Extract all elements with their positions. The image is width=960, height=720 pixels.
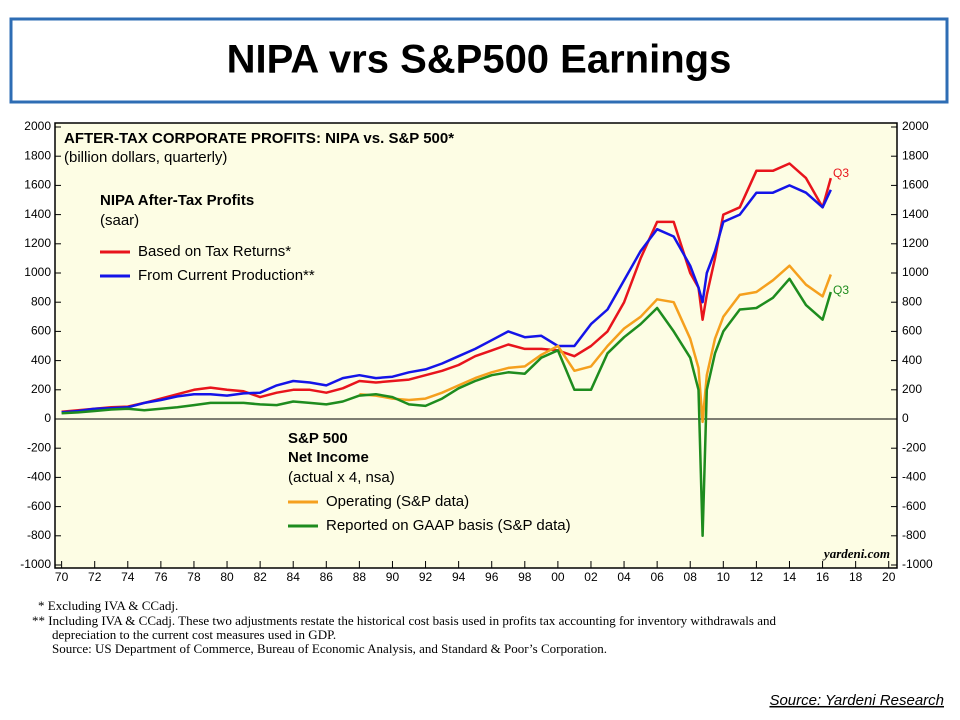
slide-title: NIPA vrs S&P500 Earnings <box>227 38 732 82</box>
x-tick-label: 74 <box>121 570 135 584</box>
series-line <box>61 277 832 538</box>
x-tick-label: 76 <box>154 570 168 584</box>
legend-label: Operating (S&P data) <box>326 493 469 510</box>
source: Source: Yardeni Research <box>769 692 944 709</box>
credit: yardeni.com <box>822 546 890 561</box>
footnote: depreciation to the current cost measure… <box>52 627 336 642</box>
y-tick-label: -400 <box>902 470 926 484</box>
x-tick-label: 00 <box>551 570 565 584</box>
x-tick-label: 94 <box>452 570 466 584</box>
legend-group-subtitle: (actual x 4, nsa) <box>288 469 395 486</box>
footnote: Source: US Department of Commerce, Burea… <box>52 641 607 656</box>
legend-group-title: NIPA After-Tax Profits <box>100 192 254 209</box>
y-tick-label: 0 <box>902 411 909 425</box>
title-box <box>9 17 949 104</box>
x-tick-label: 70 <box>55 570 69 584</box>
x-tick-label: 90 <box>386 570 400 584</box>
y-tick-label: -1000 <box>20 557 51 571</box>
y-tick-label: -400 <box>27 470 51 484</box>
x-tick-label: 10 <box>717 570 731 584</box>
x-tick-label: 82 <box>253 570 267 584</box>
annotation: Q3 <box>833 166 849 180</box>
x-tick-label: 98 <box>518 570 532 584</box>
x-tick-label: 96 <box>485 570 499 584</box>
x-tick-label: 86 <box>320 570 334 584</box>
y-tick-label: 1000 <box>24 265 51 279</box>
y-tick-label: 1400 <box>902 207 929 221</box>
y-tick-label: 1800 <box>24 148 51 162</box>
y-tick-label: 800 <box>31 294 51 308</box>
y-tick-label: -200 <box>27 440 51 454</box>
y-tick-label: 1200 <box>24 236 51 250</box>
x-tick-label: 14 <box>783 570 797 584</box>
y-tick-label: -600 <box>27 499 51 513</box>
y-tick-label: 0 <box>44 411 51 425</box>
x-tick-label: 18 <box>849 570 863 584</box>
plot-area <box>54 122 898 569</box>
x-tick-label: 06 <box>650 570 664 584</box>
x-tick-label: 92 <box>419 570 433 584</box>
y-tick-label: 400 <box>31 353 51 367</box>
legend-label: Based on Tax Returns* <box>138 243 291 260</box>
y-tick-label: -1000 <box>902 557 933 571</box>
y-tick-label: 1600 <box>24 178 51 192</box>
x-tick-label: 78 <box>187 570 201 584</box>
x-tick-label: 72 <box>88 570 102 584</box>
y-tick-label: -800 <box>27 528 51 542</box>
legend-label: Reported on GAAP basis (S&P data) <box>326 517 571 534</box>
y-tick-label: 1200 <box>902 236 929 250</box>
y-tick-label: -800 <box>902 528 926 542</box>
y-tick-label: 600 <box>902 324 922 338</box>
x-tick-label: 88 <box>353 570 367 584</box>
y-tick-label: 1800 <box>902 148 929 162</box>
x-tick-label: 12 <box>750 570 764 584</box>
legend-group-title: Net Income <box>288 449 369 466</box>
y-tick-label: 800 <box>902 294 922 308</box>
y-tick-label: 200 <box>902 382 922 396</box>
series-line <box>61 184 832 414</box>
y-tick-label: 400 <box>902 353 922 367</box>
y-tick-label: 1600 <box>902 178 929 192</box>
y-tick-label: 2000 <box>24 119 51 133</box>
chart-subtitle: (billion dollars, quarterly) <box>64 149 227 166</box>
footnote: ** Including IVA & CCadj. These two adju… <box>32 613 776 628</box>
x-tick-label: 16 <box>816 570 830 584</box>
x-tick-label: 20 <box>882 570 896 584</box>
x-tick-label: 04 <box>617 570 631 584</box>
y-tick-label: 1000 <box>902 265 929 279</box>
legend-label: From Current Production** <box>138 267 315 284</box>
x-tick-label: 08 <box>684 570 698 584</box>
chart-title: AFTER-TAX CORPORATE PROFITS: NIPA vs. S&… <box>64 130 454 147</box>
legend-group-title: S&P 500 <box>288 430 348 447</box>
y-tick-label: -600 <box>902 499 926 513</box>
series-line <box>61 162 833 413</box>
footnote: * Excluding IVA & CCadj. <box>38 598 178 613</box>
x-tick-label: 84 <box>287 570 301 584</box>
y-tick-label: -200 <box>902 440 926 454</box>
x-tick-label: 02 <box>584 570 598 584</box>
y-tick-label: 1400 <box>24 207 51 221</box>
y-tick-label: 600 <box>31 324 51 338</box>
x-tick-label: 80 <box>220 570 234 584</box>
legend-group-subtitle: (saar) <box>100 212 139 229</box>
y-tick-label: 2000 <box>902 119 929 133</box>
y-tick-label: 200 <box>31 382 51 396</box>
series-line <box>359 264 832 424</box>
annotation: Q3 <box>833 283 849 297</box>
